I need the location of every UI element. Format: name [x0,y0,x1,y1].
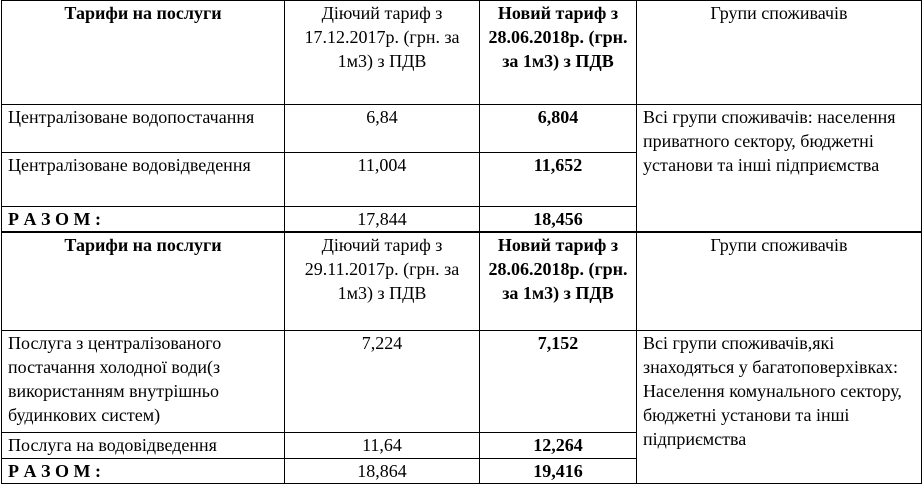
tariff-cell: 7,152 [479,330,637,433]
data-row: Послуга з централізованого постачання хо… [1,330,922,484]
groups-cell: Всі групи споживачів,які знаходяться у б… [636,330,922,484]
header-cell: Діючий тариф з 29.11.2017р. (грн. за 1м3… [284,232,480,331]
tariff-cell: 12,264 [479,432,637,459]
tariff-cell: 17,844 [284,206,480,232]
tariff-table: Тарифи на послуги Діючий тариф з 17.12.20… [1,0,922,232]
groups-cell: Всі групи споживачів: населення приватно… [636,104,922,232]
tariff-cell: 6,804 [479,104,637,153]
tariff-cell: 18,456 [479,206,637,232]
service-cell: Централізоване водовідведення [1,152,285,207]
header-cell: Групи споживачів [636,0,922,105]
service-cell: Послуга з централізованого постачання хо… [1,330,285,433]
tariff-cell: 11,652 [479,152,637,207]
header-cell: Тарифи на послуги [1,0,285,105]
service-cell: Р А З О М : [1,206,285,232]
data-row: Р А З О М :18,864 19,416 [1,458,922,484]
data-row: Послуга на водовідведення 11,64 12,264 [1,432,922,459]
data-row: Р А З О М :17,844 18,456 [1,206,922,232]
tariff-cell: 11,004 [284,152,480,207]
header-row: Тарифи на послуги Діючий тариф з 17.12.20… [1,0,922,105]
service-cell: Р А З О М : [1,458,285,484]
header-cell: Діючий тариф з 17.12.2017р. (грн. за 1м3… [284,0,480,105]
tariff-table: Тарифи на послуги Діючий тариф з 29.11.20… [1,232,922,484]
tariff-cell: 6,84 [284,104,480,153]
header-cell: Групи споживачів [636,232,922,331]
data-row: Централізоване водовідведення 11,004 11,65… [1,152,922,207]
tariff-cell: 7,224 [284,330,480,433]
header-cell: Новий тариф з 28.06.2018р. (грн. за 1м3)… [479,0,637,105]
header-row: Тарифи на послуги Діючий тариф з 29.11.20… [1,232,922,331]
header-cell: Тарифи на послуги [1,232,285,331]
service-cell: Централізоване водопостачання [1,104,285,153]
tariff-cell: 11,64 [284,432,480,459]
service-cell: Послуга на водовідведення [1,432,285,459]
tariff-cell: 18,864 [284,458,480,484]
header-cell: Новий тариф з 28.06.2018р. (грн. за 1м3)… [479,232,637,331]
data-row: Централізоване водопостачання 6,84 6,804 Вс… [1,104,922,232]
tariff-cell: 19,416 [479,458,637,484]
